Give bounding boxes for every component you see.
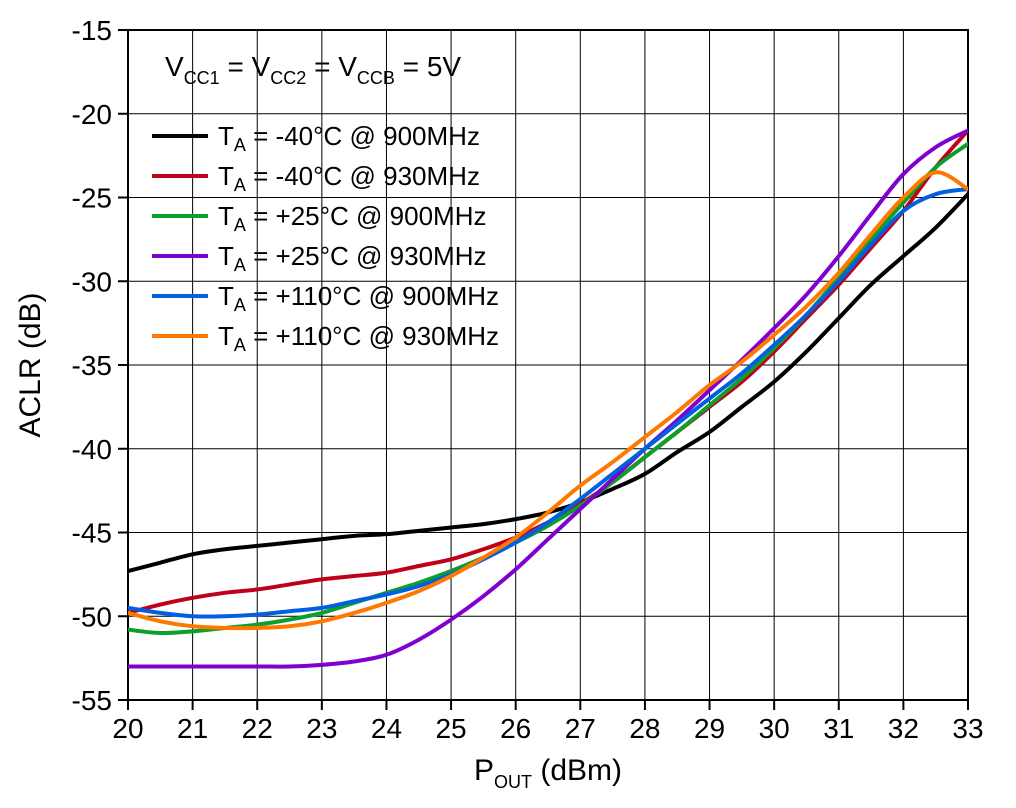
- y-tick-label: -35: [72, 350, 112, 381]
- x-tick-label: 29: [694, 713, 725, 744]
- x-tick-label: 21: [177, 713, 208, 744]
- legend-label: TA = +110°C @ 900MHz: [218, 281, 499, 315]
- x-tick-label: 22: [242, 713, 273, 744]
- y-tick-label: -30: [72, 266, 112, 297]
- x-tick-label: 20: [112, 713, 143, 744]
- x-tick-label: 26: [500, 713, 531, 744]
- legend-label: TA = +25°C @ 900MHz: [218, 201, 486, 235]
- x-tick-label: 23: [306, 713, 337, 744]
- y-tick-label: -25: [72, 183, 112, 214]
- y-tick-label: -45: [72, 518, 112, 549]
- x-tick-label: 31: [823, 713, 854, 744]
- legend-label: TA = +25°C @ 930MHz: [218, 241, 486, 275]
- legend-label: TA = +110°C @ 930MHz: [218, 321, 499, 355]
- aclr-chart: 20 21 22 23 24 25 26 27 28 29 30 31 32 33 -55 -50 -45 -40…: [0, 0, 1016, 808]
- legend-label: TA = -40°C @ 900MHz: [218, 121, 480, 155]
- y-axis-label: ACLR (dB): [14, 292, 47, 437]
- x-tick-label: 33: [952, 713, 983, 744]
- x-tick-label: 32: [888, 713, 919, 744]
- x-tick-label: 30: [759, 713, 790, 744]
- y-tick-label: -50: [72, 601, 112, 632]
- x-tick-label: 24: [371, 713, 402, 744]
- y-tick-label: -55: [72, 685, 112, 716]
- x-tick-label: 25: [435, 713, 466, 744]
- y-tick-label: -20: [72, 99, 112, 130]
- y-tick-label: -40: [72, 434, 112, 465]
- x-tick-label: 27: [565, 713, 596, 744]
- legend-label: TA = -40°C @ 930MHz: [218, 161, 480, 195]
- y-tick-label: -15: [72, 15, 112, 46]
- x-tick-label: 28: [629, 713, 660, 744]
